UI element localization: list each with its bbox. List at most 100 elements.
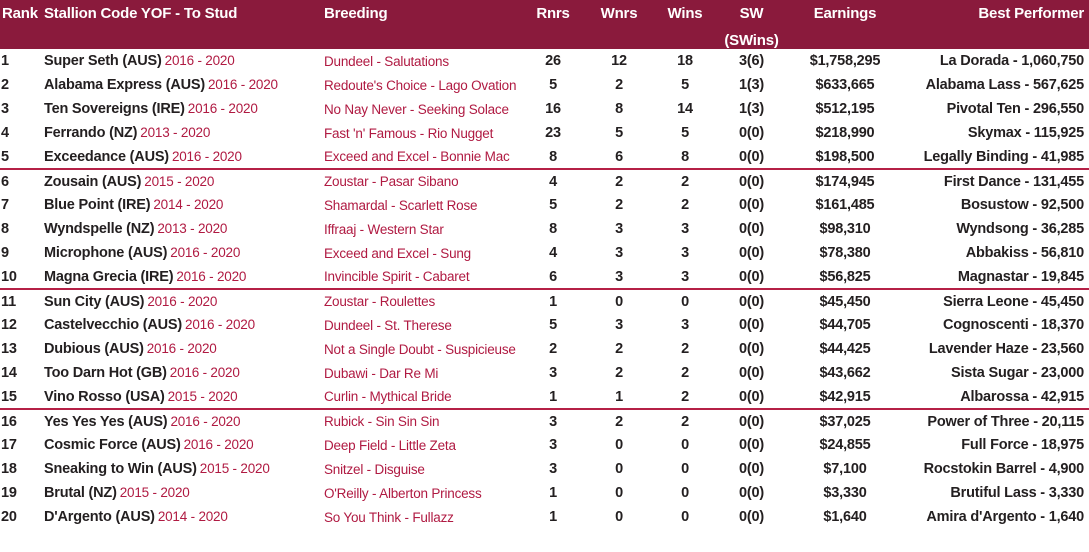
cell-rank: 13 bbox=[1, 341, 17, 357]
cell-stallion[interactable]: Super Seth (AUS) 2016 - 2020 bbox=[44, 49, 324, 73]
cell-wins: 2 bbox=[652, 385, 718, 410]
cell-rnrs: 8 bbox=[520, 145, 586, 170]
cell-stallion[interactable]: Vino Rosso (USA) 2015 - 2020 bbox=[44, 385, 324, 410]
cell-stallion[interactable]: Dubious (AUS) 2016 - 2020 bbox=[44, 337, 324, 361]
stallion-years: 2016 - 2020 bbox=[170, 413, 241, 429]
cell-rank: 5 bbox=[0, 145, 44, 170]
cell-stallion[interactable]: Alabama Express (AUS) 2016 - 2020 bbox=[44, 73, 324, 97]
cell-wnrs: 3 bbox=[615, 245, 623, 261]
table-row[interactable]: 19 Brutal (NZ) 2015 - 2020 O'Reilly - Alber… bbox=[0, 481, 1089, 505]
cell-rnrs: 4 bbox=[549, 245, 557, 261]
cell-rank: 7 bbox=[1, 197, 9, 213]
cell-best: Lavender Haze - 23,560 bbox=[928, 341, 1084, 357]
stallion-years: 2016 - 2020 bbox=[147, 293, 218, 309]
cell-best: Skymax - 115,925 bbox=[967, 125, 1084, 141]
cell-rnrs: 8 bbox=[549, 221, 557, 237]
table-row[interactable]: 20 D'Argento (AUS) 2014 - 2020 So You Think… bbox=[0, 505, 1089, 529]
cell-stallion[interactable]: Zousain (AUS) 2015 - 2020 bbox=[44, 169, 324, 193]
table-row[interactable]: 1 Super Seth (AUS) 2016 - 2020 Dundeel - Sa… bbox=[0, 49, 1089, 73]
cell-best: Pivotal Ten - 296,550 bbox=[946, 101, 1085, 117]
column-header-rank[interactable]: Rank bbox=[0, 0, 44, 49]
stallion-rankings-table: Rank Stallion Code YOF - To Stud Breedin… bbox=[0, 0, 1089, 529]
column-header-best-performer[interactable]: Best Performer bbox=[905, 0, 1089, 49]
stallion-years: 2013 - 2020 bbox=[140, 125, 211, 140]
cell-wnrs: 2 bbox=[615, 77, 623, 93]
cell-stallion[interactable]: Ferrando (NZ) 2013 - 2020 bbox=[44, 121, 324, 145]
cell-breeding: O'Reilly - Alberton Princess bbox=[324, 485, 482, 501]
table-row[interactable]: 12 Castelvecchio (AUS) 2016 - 2020 Dundeel … bbox=[0, 313, 1089, 337]
cell-rank: 9 bbox=[1, 245, 9, 261]
cell-stallion[interactable]: Exceedance (AUS) 2016 - 2020 bbox=[44, 145, 324, 170]
stallion-years: 2016 - 2020 bbox=[169, 365, 240, 380]
cell-rank: 19 bbox=[1, 485, 17, 501]
cell-stallion[interactable]: Cosmic Force (AUS) 2016 - 2020 bbox=[44, 433, 324, 457]
cell-wins: 3 bbox=[652, 265, 718, 290]
stallion-name: Microphone (AUS) bbox=[44, 245, 168, 261]
cell-wnrs: 0 bbox=[615, 293, 623, 310]
cell-wins: 0 bbox=[681, 293, 689, 310]
table-row[interactable]: 17 Cosmic Force (AUS) 2016 - 2020 Deep Fiel… bbox=[0, 433, 1089, 457]
cell-stallion[interactable]: Sun City (AUS) 2016 - 2020 bbox=[44, 289, 324, 313]
table-row[interactable]: 7 Blue Point (IRE) 2014 - 2020 Shamardal - … bbox=[0, 193, 1089, 217]
cell-stallion[interactable]: Brutal (NZ) 2015 - 2020 bbox=[44, 481, 324, 505]
cell-sw: 0(0) bbox=[739, 509, 764, 525]
cell-rank: 1 bbox=[1, 53, 9, 69]
column-header-stallion[interactable]: Stallion Code YOF - To Stud bbox=[44, 0, 324, 49]
table-row[interactable]: 9 Microphone (AUS) 2016 - 2020 Exceed and E… bbox=[0, 241, 1089, 265]
cell-rank: 6 bbox=[1, 173, 9, 190]
stallion-years: 2016 - 2020 bbox=[183, 437, 254, 452]
column-header-sw[interactable]: SW (SWins) bbox=[718, 0, 785, 49]
cell-stallion[interactable]: Microphone (AUS) 2016 - 2020 bbox=[44, 241, 324, 265]
table-row[interactable]: 18 Sneaking to Win (AUS) 2015 - 2020 Snitze… bbox=[0, 457, 1089, 481]
cell-stallion[interactable]: Too Darn Hot (GB) 2016 - 2020 bbox=[44, 361, 324, 385]
cell-breeding: Exceed and Excel - Sung bbox=[324, 245, 471, 261]
column-header-wins[interactable]: Wins bbox=[652, 0, 718, 49]
cell-breeding: Dundeel - St. Therese bbox=[324, 317, 452, 333]
column-header-rnrs[interactable]: Rnrs bbox=[520, 0, 586, 49]
cell-breeding: No Nay Never - Seeking Solace bbox=[324, 101, 509, 117]
stallion-name: Super Seth (AUS) bbox=[44, 53, 162, 69]
cell-sw: 0(0) bbox=[718, 385, 785, 410]
table-row[interactable]: 13 Dubious (AUS) 2016 - 2020 Not a Single D… bbox=[0, 337, 1089, 361]
table-row[interactable]: 10 Magna Grecia (IRE) 2016 - 2020 Invincibl… bbox=[0, 265, 1089, 290]
cell-wins: 5 bbox=[681, 125, 689, 141]
cell-stallion[interactable]: Wyndspelle (NZ) 2013 - 2020 bbox=[44, 217, 324, 241]
table-row[interactable]: 15 Vino Rosso (USA) 2015 - 2020 Curlin - My… bbox=[0, 385, 1089, 410]
cell-wnrs: 5 bbox=[615, 125, 623, 141]
cell-earnings: $42,915 bbox=[785, 385, 905, 410]
table-row[interactable]: 11 Sun City (AUS) 2016 - 2020 Zoustar - Rou… bbox=[0, 289, 1089, 313]
cell-stallion[interactable]: Yes Yes Yes (AUS) 2016 - 2020 bbox=[44, 409, 324, 433]
table-row[interactable]: 8 Wyndspelle (NZ) 2013 - 2020 Iffraaj - Wes… bbox=[0, 217, 1089, 241]
cell-earnings: $78,380 bbox=[819, 245, 871, 261]
table-row[interactable]: 5 Exceedance (AUS) 2016 - 2020 Exceed and E… bbox=[0, 145, 1089, 170]
cell-earnings: $1,758,295 bbox=[809, 53, 881, 69]
cell-stallion[interactable]: Magna Grecia (IRE) 2016 - 2020 bbox=[44, 265, 324, 290]
column-header-wnrs[interactable]: Wnrs bbox=[586, 0, 652, 49]
cell-earnings: $512,195 bbox=[815, 101, 875, 117]
cell-sw: 0(0) bbox=[739, 173, 764, 190]
cell-stallion[interactable]: Sneaking to Win (AUS) 2015 - 2020 bbox=[44, 457, 324, 481]
cell-best: Legally Binding - 41,985 bbox=[905, 145, 1089, 170]
cell-rnrs: 26 bbox=[545, 53, 561, 69]
table-row[interactable]: 2 Alabama Express (AUS) 2016 - 2020 Redoute… bbox=[0, 73, 1089, 97]
stallion-name: Zousain (AUS) bbox=[44, 173, 142, 190]
table-row[interactable]: 4 Ferrando (NZ) 2013 - 2020 Fast 'n' Famous… bbox=[0, 121, 1089, 145]
table-row[interactable]: 6 Zousain (AUS) 2015 - 2020 Zoustar - Pasar… bbox=[0, 169, 1089, 193]
table-row[interactable]: 14 Too Darn Hot (GB) 2016 - 2020 Dubawi - D… bbox=[0, 361, 1089, 385]
cell-breeding: Zoustar - Roulettes bbox=[324, 294, 435, 309]
cell-stallion[interactable]: D'Argento (AUS) 2014 - 2020 bbox=[44, 505, 324, 529]
cell-stallion[interactable]: Castelvecchio (AUS) 2016 - 2020 bbox=[44, 313, 324, 337]
cell-wnrs: 1 bbox=[586, 385, 652, 410]
cell-stallion[interactable]: Blue Point (IRE) 2014 - 2020 bbox=[44, 193, 324, 217]
table-row[interactable]: 3 Ten Sovereigns (IRE) 2016 - 2020 No Nay N… bbox=[0, 97, 1089, 121]
cell-stallion[interactable]: Ten Sovereigns (IRE) 2016 - 2020 bbox=[44, 97, 324, 121]
column-header-breeding[interactable]: Breeding bbox=[324, 0, 520, 49]
column-header-sw-label: SW bbox=[739, 5, 764, 22]
table-row[interactable]: 16 Yes Yes Yes (AUS) 2016 - 2020 Rubick - S… bbox=[0, 409, 1089, 433]
cell-wnrs: 0 bbox=[615, 461, 623, 477]
cell-rank: 18 bbox=[1, 461, 17, 477]
cell-best: Alabama Lass - 567,625 bbox=[925, 77, 1085, 93]
column-header-earnings[interactable]: Earnings bbox=[785, 0, 905, 49]
cell-earnings: $1,640 bbox=[823, 509, 867, 525]
cell-wins: 3 bbox=[681, 221, 689, 237]
